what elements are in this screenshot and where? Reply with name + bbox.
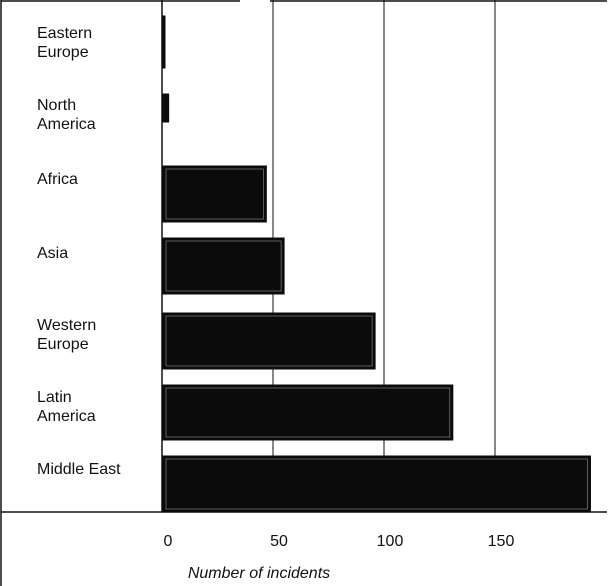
category-label: North America <box>37 97 96 133</box>
category-label: Africa <box>37 171 78 188</box>
bar-highlight <box>165 168 264 220</box>
bar-latin-america <box>162 384 454 441</box>
bar-eastern-europe <box>162 15 166 69</box>
bar-highlight <box>165 315 373 367</box>
bar-highlight <box>165 240 282 292</box>
x-tick-label: 0 <box>164 533 173 550</box>
bar-africa <box>162 165 267 223</box>
x-axis-ticks: 0 50 100 150 <box>164 533 515 550</box>
x-tick-label: 150 <box>488 533 515 550</box>
bars <box>162 15 591 513</box>
category-label: Asia <box>37 245 68 262</box>
category-label: Latin America <box>37 389 96 425</box>
category-label: Middle East <box>37 461 121 478</box>
category-label: Western Europe <box>37 317 96 353</box>
bar-highlight <box>165 387 451 438</box>
category-label: Eastern Europe <box>37 25 92 61</box>
bar-asia <box>162 237 285 295</box>
bar-middle-east <box>162 455 591 513</box>
x-tick-label: 50 <box>270 533 288 550</box>
bar-western-europe <box>162 312 376 370</box>
category-labels: Eastern Europe North America Africa Asia Weste… <box>37 25 121 478</box>
x-tick-label: 100 <box>377 533 404 550</box>
bar-highlight <box>165 458 588 510</box>
x-axis-title: Number of incidents <box>188 565 330 582</box>
bar-north-america <box>162 93 170 123</box>
